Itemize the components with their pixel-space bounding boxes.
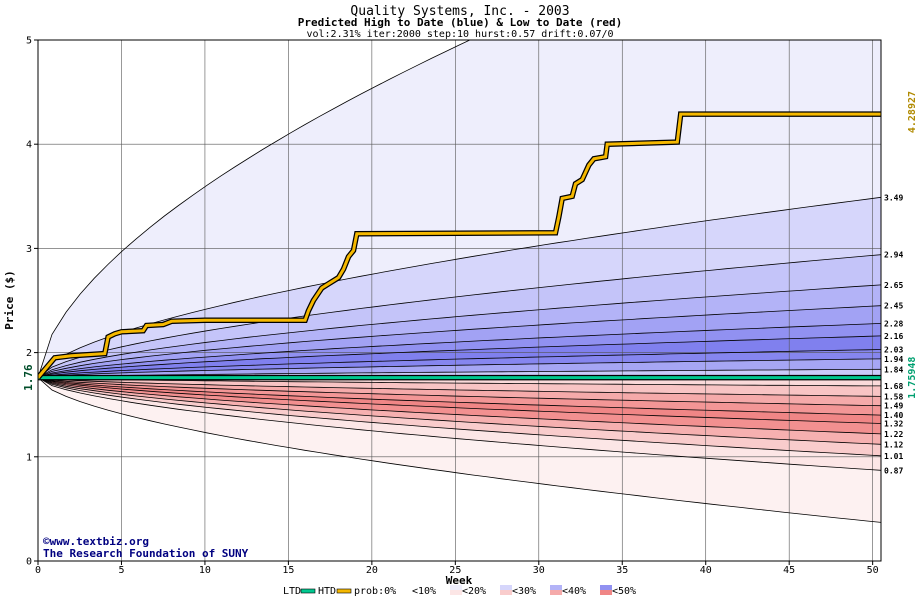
band-end-label: 1.58 bbox=[884, 392, 903, 401]
ltd-value-label: 1.75948 bbox=[907, 357, 918, 399]
watermark-org: The Research Foundation of SUNY bbox=[43, 547, 249, 560]
quantile-line bbox=[38, 335, 881, 378]
y-tick-label: 2 bbox=[26, 348, 32, 359]
legend-40-label: <40% bbox=[562, 586, 586, 597]
band-end-label: 2.45 bbox=[884, 302, 903, 311]
quantile-line bbox=[38, 323, 881, 378]
quantile-line bbox=[38, 377, 881, 523]
legend-swatch-40-lower bbox=[600, 590, 612, 595]
band-end-labels: 3.49 2.94 2.65 2.45 2.28 2.16 2.031.941.84 1.68… bbox=[884, 193, 903, 475]
legend-50-label: <50% bbox=[612, 586, 636, 597]
band-end-label: 1.22 bbox=[884, 430, 903, 439]
y-axis-ticks: 0 1 2 3 4 5 bbox=[26, 36, 38, 568]
legend-htd-label: HTD bbox=[318, 586, 336, 597]
band-end-label: 1.12 bbox=[884, 440, 903, 449]
legend-htd-swatch bbox=[336, 588, 352, 594]
band-end-label: 1.32 bbox=[884, 419, 903, 428]
quantile-line bbox=[38, 377, 881, 424]
legend-swatch-10 bbox=[450, 585, 462, 590]
quantile-line bbox=[38, 254, 881, 378]
quantile-line bbox=[38, 377, 881, 445]
legend-20-label: <20% bbox=[462, 586, 486, 597]
x-tick-label: 40 bbox=[700, 565, 712, 576]
chart-subtitle: Predicted High to Date (blue) & Low to D… bbox=[298, 16, 623, 29]
y-tick-label: 1 bbox=[26, 452, 32, 463]
legend-ltd-label: LTD bbox=[283, 586, 301, 597]
y-tick-label: 3 bbox=[26, 244, 32, 255]
quantile-line bbox=[38, 284, 881, 378]
legend-swatch-30 bbox=[550, 585, 562, 590]
y-tick-label: 0 bbox=[26, 557, 32, 568]
legend-swatch-20-lower bbox=[500, 590, 512, 595]
band-end-label: 2.65 bbox=[884, 281, 903, 290]
legend: LTD HTD prob:0% <10% <20% <30% <40% <50% bbox=[283, 585, 636, 597]
quantile-line bbox=[38, 358, 881, 378]
x-tick-label: 10 bbox=[199, 565, 211, 576]
quantile-line bbox=[38, 377, 881, 416]
legend-10-label: <10% bbox=[412, 586, 436, 597]
x-tick-label: 35 bbox=[616, 565, 628, 576]
x-axis-label: Week bbox=[446, 574, 473, 587]
band-end-label: 1.49 bbox=[884, 402, 903, 411]
quantile-line bbox=[38, 377, 881, 457]
htd-value-label: 4.28927 bbox=[907, 91, 918, 133]
x-tick-label: 30 bbox=[533, 565, 545, 576]
band-end-label: 1.84 bbox=[884, 365, 903, 374]
band-end-label: 1.68 bbox=[884, 382, 903, 391]
x-tick-label: 25 bbox=[449, 565, 461, 576]
chart-title: Quality Systems, Inc. - 2003 bbox=[350, 4, 569, 19]
quantile-line bbox=[38, 196, 881, 378]
x-axis-ticks: 0 5 10 15 20 25 30 35 40 45 50 bbox=[35, 561, 879, 576]
band-end-label: 2.28 bbox=[884, 319, 903, 328]
quantile-line bbox=[38, 40, 471, 378]
band-end-label: 1.94 bbox=[884, 355, 903, 364]
x-tick-label: 50 bbox=[867, 565, 879, 576]
chart-params: vol:2.31% iter:2000 step:10 hurst:0.57 d… bbox=[306, 29, 613, 40]
x-tick-label: 45 bbox=[783, 565, 795, 576]
quantile-line bbox=[38, 377, 881, 435]
band-end-label: 1.01 bbox=[884, 452, 903, 461]
band-end-label: 1.40 bbox=[884, 411, 903, 420]
htd-line bbox=[38, 112, 881, 379]
quantile-line bbox=[38, 377, 881, 407]
band-end-label: 2.16 bbox=[884, 332, 903, 341]
probability-bands bbox=[38, 40, 881, 561]
x-tick-label: 15 bbox=[282, 565, 294, 576]
legend-swatch-0-lower bbox=[400, 590, 412, 595]
x-tick-label: 5 bbox=[118, 565, 124, 576]
x-tick-label: 20 bbox=[366, 565, 378, 576]
band-end-label: 3.49 bbox=[884, 193, 903, 202]
legend-swatch-20 bbox=[500, 585, 512, 590]
y-tick-label: 4 bbox=[26, 140, 32, 151]
quantile-line bbox=[38, 368, 881, 378]
quantile-line bbox=[38, 305, 881, 378]
y-tick-label: 5 bbox=[26, 36, 32, 47]
start-price-label: 1.76 bbox=[22, 364, 35, 391]
quantile-line bbox=[38, 377, 881, 387]
x-tick-label: 0 bbox=[35, 565, 41, 576]
quantile-line bbox=[38, 377, 881, 397]
plot-frame bbox=[37, 39, 882, 562]
series-lines bbox=[38, 40, 881, 523]
y-axis-label: Price ($) bbox=[3, 270, 16, 330]
legend-prob-label: prob:0% bbox=[354, 586, 396, 597]
band-end-label: 0.87 bbox=[884, 466, 903, 475]
legend-swatch-0 bbox=[400, 585, 412, 590]
legend-swatch-30-lower bbox=[550, 590, 562, 595]
watermark-url: ©www.textbiz.org bbox=[43, 535, 149, 548]
band-end-label: 2.94 bbox=[884, 251, 903, 260]
legend-30-label: <30% bbox=[512, 586, 536, 597]
legend-ltd-swatch bbox=[300, 588, 316, 594]
band-end-label: 2.03 bbox=[884, 345, 903, 354]
quantile-line bbox=[38, 377, 881, 471]
legend-swatch-10-lower bbox=[450, 590, 462, 595]
legend-swatch-40 bbox=[600, 585, 612, 590]
quantile-line bbox=[38, 349, 881, 378]
